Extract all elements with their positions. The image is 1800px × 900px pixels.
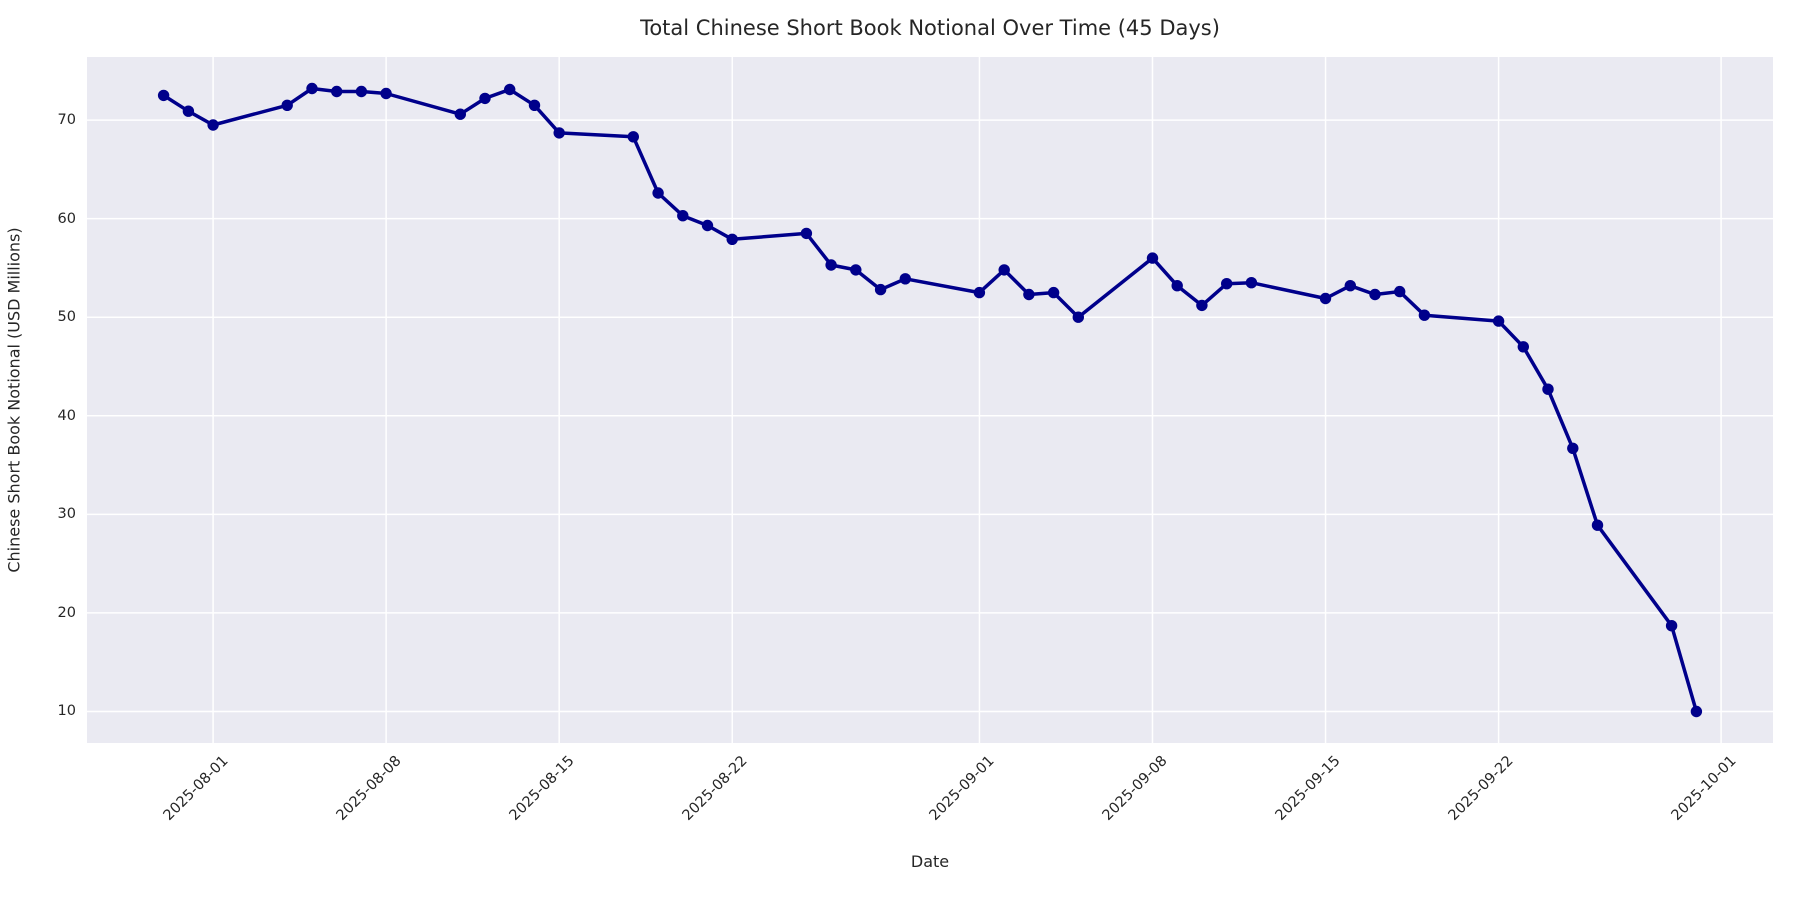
data-point bbox=[726, 233, 738, 245]
data-point bbox=[207, 119, 219, 131]
data-point bbox=[454, 108, 466, 120]
data-point bbox=[998, 264, 1010, 276]
x-tick-label: 2025-08-15 bbox=[506, 753, 578, 824]
data-point bbox=[182, 105, 195, 117]
data-point bbox=[1344, 280, 1357, 292]
data-point bbox=[1196, 299, 1208, 312]
data-point bbox=[553, 127, 565, 139]
data-point bbox=[1047, 286, 1060, 299]
data-point bbox=[1171, 280, 1183, 292]
data-point bbox=[1567, 442, 1579, 454]
y-tick-label: 20 bbox=[57, 604, 76, 621]
data-point bbox=[1221, 278, 1233, 290]
x-axis-label: Date bbox=[910, 852, 950, 871]
data-point bbox=[800, 227, 813, 240]
series-markers-group bbox=[157, 82, 1703, 718]
data-point bbox=[874, 283, 887, 296]
data-point bbox=[1542, 383, 1554, 395]
data-point bbox=[504, 83, 516, 96]
data-point bbox=[157, 89, 170, 102]
data-point bbox=[1369, 288, 1381, 301]
data-point bbox=[355, 85, 368, 98]
data-point bbox=[1072, 311, 1084, 323]
data-point bbox=[528, 99, 541, 111]
line-series-svg bbox=[87, 57, 1773, 743]
data-point bbox=[1492, 315, 1505, 327]
data-point bbox=[1591, 519, 1604, 531]
y-tick-label: 10 bbox=[57, 703, 76, 720]
y-tick-label: 40 bbox=[57, 407, 76, 424]
data-point bbox=[1023, 288, 1035, 301]
data-point bbox=[306, 82, 318, 95]
x-tick-label: 2025-09-08 bbox=[1099, 753, 1171, 824]
y-tick-label: 70 bbox=[57, 112, 76, 129]
x-tick-label: 2025-09-15 bbox=[1272, 753, 1344, 824]
data-point bbox=[825, 259, 837, 271]
x-tick-label: 2025-08-22 bbox=[679, 753, 751, 824]
x-gridlines-group bbox=[212, 57, 1722, 743]
data-point bbox=[281, 99, 293, 111]
data-point bbox=[701, 219, 714, 232]
data-point bbox=[1517, 341, 1530, 353]
data-point bbox=[1665, 620, 1678, 632]
x-tick-label: 2025-08-01 bbox=[160, 753, 232, 824]
x-tick-label: 2025-10-01 bbox=[1668, 753, 1740, 824]
x-tick-label: 2025-09-01 bbox=[926, 753, 998, 824]
data-point bbox=[331, 85, 343, 98]
data-point bbox=[1690, 705, 1703, 718]
plot-area bbox=[87, 57, 1773, 743]
y-gridlines-group bbox=[87, 119, 1773, 713]
y-tick-label: 30 bbox=[57, 506, 76, 523]
plot-background bbox=[87, 57, 1773, 743]
data-point bbox=[1319, 292, 1332, 305]
data-point bbox=[1245, 277, 1258, 289]
x-tick-label: 2025-09-22 bbox=[1445, 753, 1517, 824]
y-tick-label: 50 bbox=[57, 309, 76, 326]
data-point bbox=[1418, 309, 1431, 321]
data-point bbox=[1394, 285, 1406, 298]
y-tick-label: 60 bbox=[57, 210, 76, 227]
data-point bbox=[479, 92, 491, 105]
x-tick-label: 2025-08-08 bbox=[333, 753, 405, 824]
data-point bbox=[627, 131, 639, 143]
data-point bbox=[652, 187, 664, 199]
data-point bbox=[380, 87, 392, 100]
data-point bbox=[677, 210, 689, 222]
data-point bbox=[973, 286, 986, 299]
data-point bbox=[899, 273, 911, 285]
chart-title: Total Chinese Short Book Notional Over T… bbox=[640, 16, 1220, 40]
data-point bbox=[1146, 252, 1159, 264]
data-point bbox=[850, 264, 862, 276]
